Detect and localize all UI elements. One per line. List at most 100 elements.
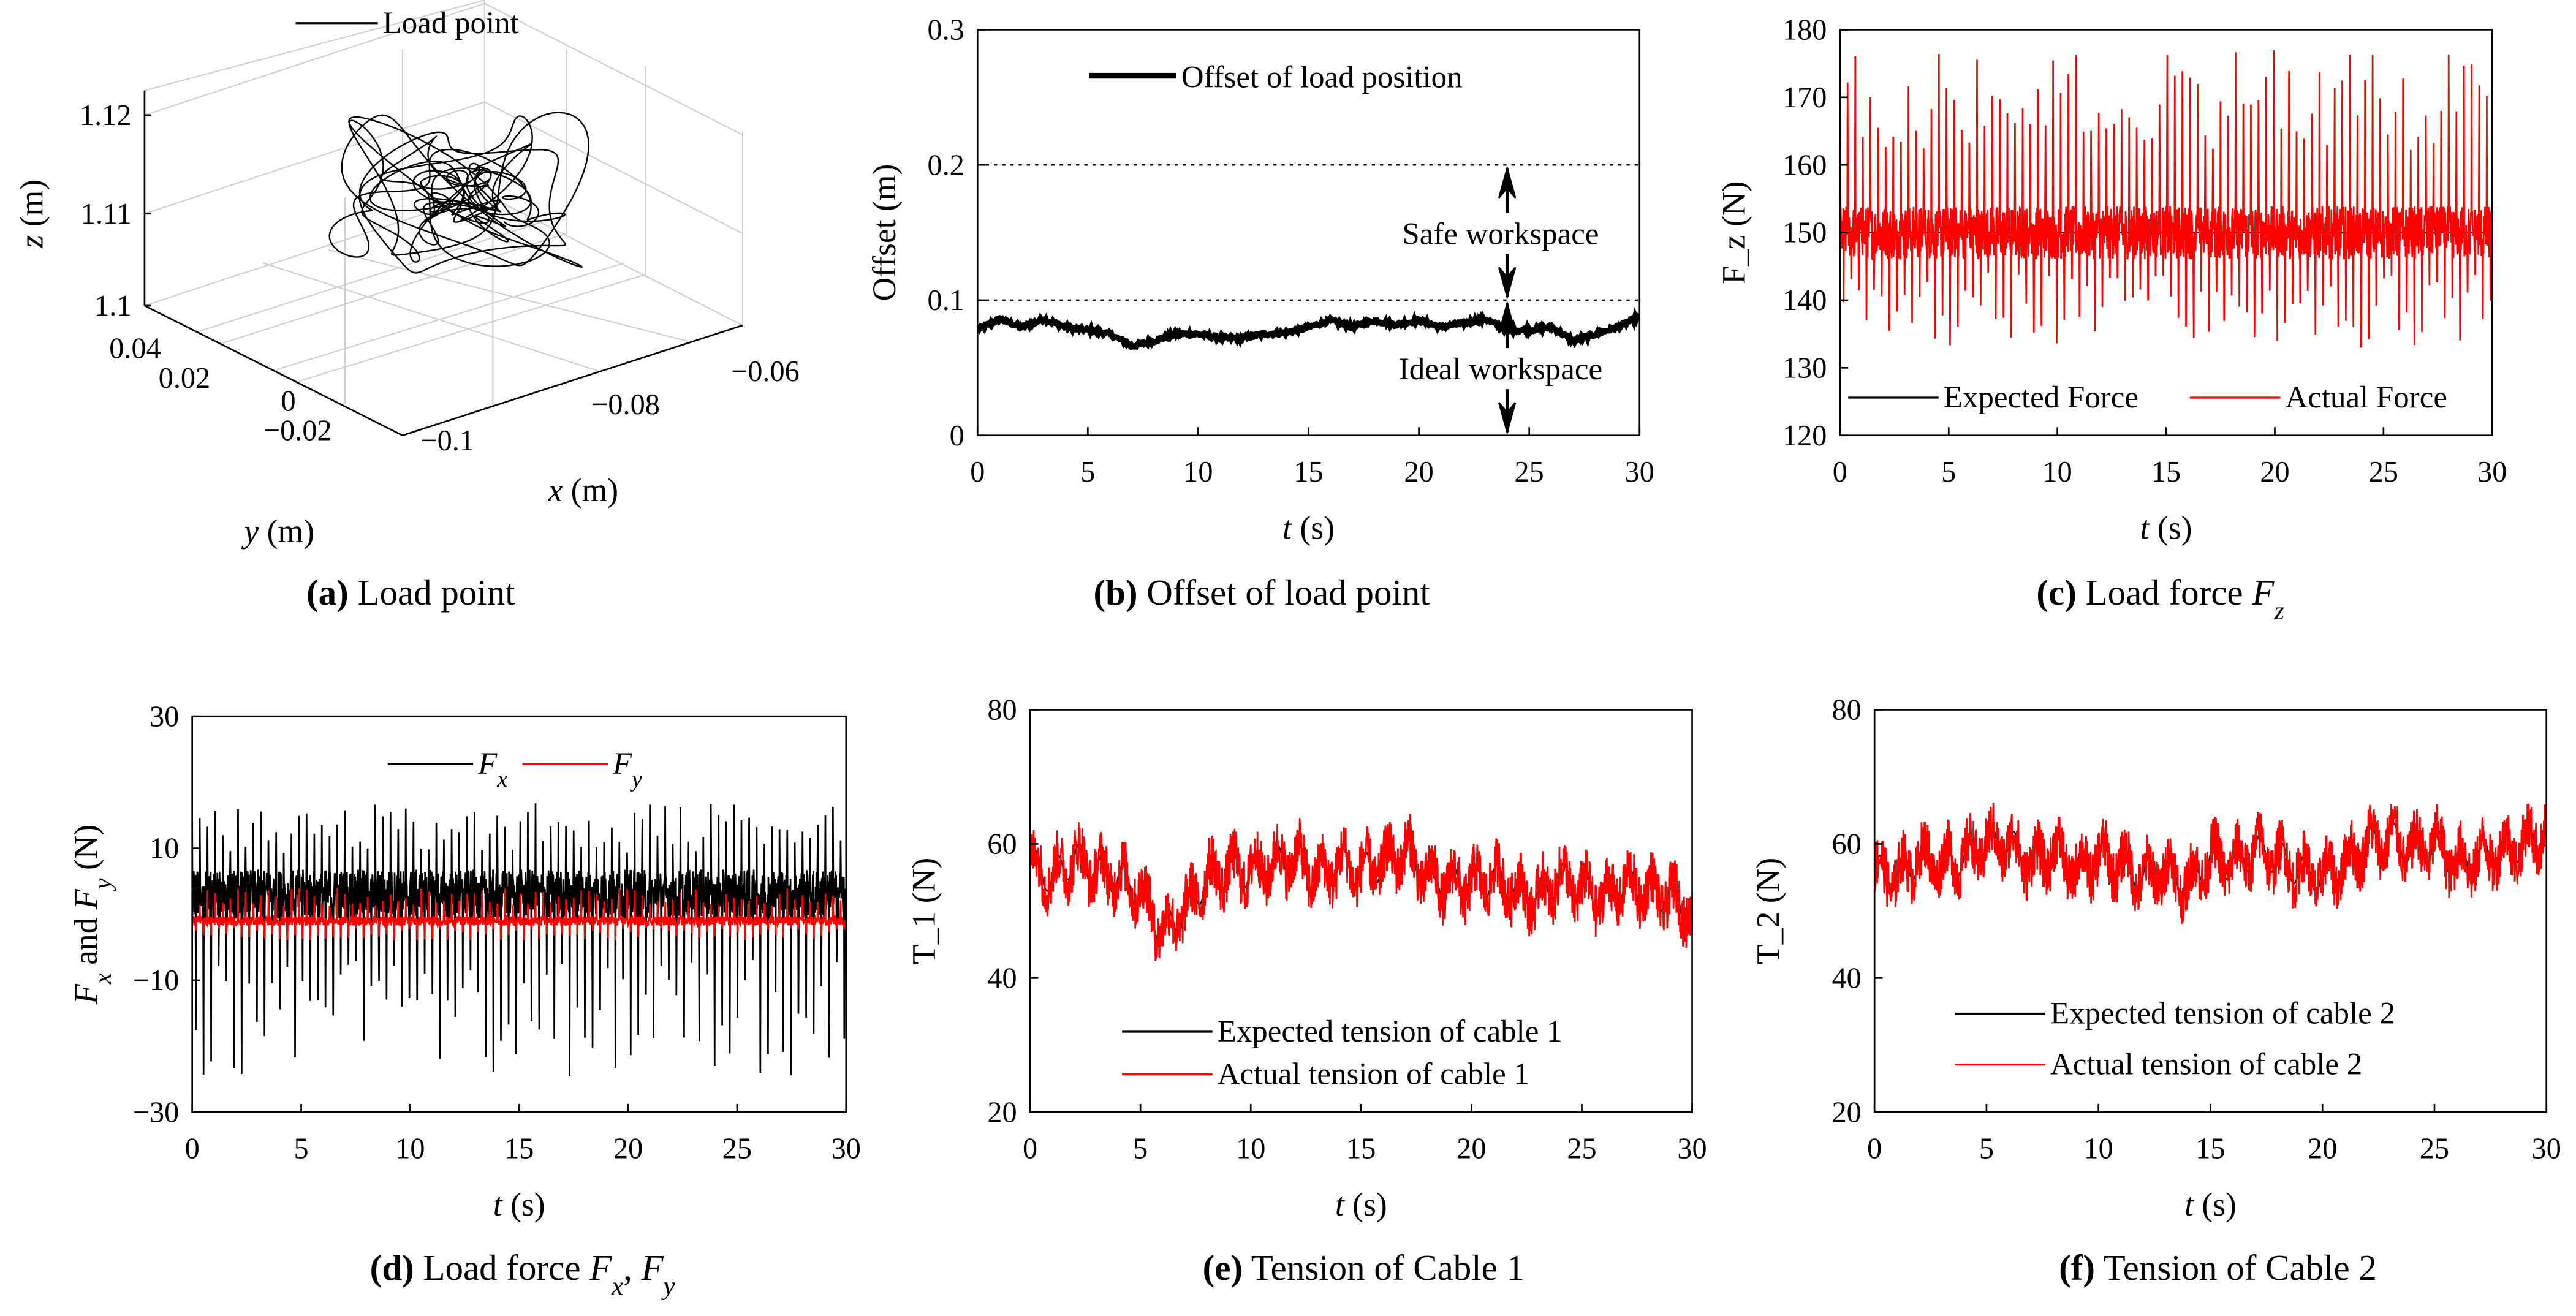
text-segment: (s) xyxy=(2194,1186,2237,1223)
x-tick-label: 10 xyxy=(2043,456,2072,488)
caption-letter: (c) xyxy=(2036,572,2076,613)
y-tick-label: 10 xyxy=(150,833,179,865)
subscript: x xyxy=(89,973,116,985)
caption-b: (b) Offset of load point xyxy=(1093,572,1430,613)
series-line-e-1 xyxy=(1030,813,1692,961)
grid-line xyxy=(144,0,485,91)
chart-c: 0 5 10 15 20 25 30 120 130 140 150 160 170 180 t (s) F_… xyxy=(1715,14,2507,546)
z-tick-label: 1.1 xyxy=(94,290,131,322)
grid-line xyxy=(221,232,567,344)
caption-text: Tension of Cable 1 xyxy=(1243,1247,1525,1288)
y-axis-label: T_1 (N) xyxy=(906,858,942,964)
x-tick-label: 25 xyxy=(1567,1132,1596,1165)
z-tick-label: 1.11 xyxy=(81,198,132,230)
x-tick-label: 15 xyxy=(504,1132,534,1165)
y-tick-label: −0.02 xyxy=(263,415,332,447)
series-line-c-1 xyxy=(1839,50,2493,348)
x-tick-label: 10 xyxy=(2084,1132,2113,1165)
y-tick-label: 80 xyxy=(987,694,1017,727)
subscript: x xyxy=(496,766,507,792)
plot-area xyxy=(977,307,1640,350)
y-axis xyxy=(144,304,403,436)
series-line-f-1 xyxy=(1874,803,2547,924)
text-segment: (s) xyxy=(2150,510,2192,546)
caption-var: F xyxy=(2251,572,2275,613)
y-tick-label: 60 xyxy=(987,828,1017,861)
axes-box xyxy=(1029,709,1693,1113)
series-line-a-0 xyxy=(328,112,589,274)
text-segment: Expected tension of cable 1 xyxy=(1218,1015,1563,1049)
caption-text: Tension of Cable 2 xyxy=(2095,1247,2377,1288)
x-tick-label: 0 xyxy=(970,456,985,488)
grid-line xyxy=(262,262,600,372)
legend-label: Fx xyxy=(477,747,507,792)
x-axis-label: t (s) xyxy=(493,1186,545,1223)
grid-line xyxy=(144,101,485,214)
y-tick-label: 30 xyxy=(150,700,179,733)
x-tick-label: 25 xyxy=(722,1132,752,1165)
y-tick-label: 130 xyxy=(1782,352,1827,384)
annotation-bg xyxy=(1392,348,1623,390)
legend-label: Expected tension of cable 1 xyxy=(1218,1015,1563,1049)
caption-var: F xyxy=(589,1247,612,1288)
y-tick-label: 140 xyxy=(1782,284,1827,317)
y-tick-label: −30 xyxy=(133,1096,179,1129)
text-segment: F xyxy=(67,888,104,910)
x-tick-label: 5 xyxy=(1133,1132,1148,1165)
caption-letter: (d) xyxy=(370,1247,414,1288)
text-segment: t xyxy=(1335,1186,1345,1223)
caption-text: Offset of load point xyxy=(1138,572,1431,613)
legend-label: Actual tension of cable 2 xyxy=(2050,1048,2362,1082)
x-tick-label: 0 xyxy=(1023,1132,1037,1165)
y-tick-label: 120 xyxy=(1782,420,1827,452)
x-tick-label: −0.1 xyxy=(420,425,474,457)
grid-line xyxy=(144,2,485,116)
x-tick-label: −0.08 xyxy=(591,388,660,421)
chart-b: 0 5 10 15 20 25 30 0 0.1 0.2 0.3 t (s) Offset (m) Saf… xyxy=(866,14,1654,546)
grid-line xyxy=(298,273,646,382)
text-segment: F xyxy=(612,747,632,781)
caption-sub: x xyxy=(611,1271,623,1300)
x-tick-label: 30 xyxy=(1677,1132,1707,1165)
caption-sub: z xyxy=(2273,596,2284,625)
caption-d: (d) Load force Fx, Fy xyxy=(370,1247,675,1301)
x-tick-label: 5 xyxy=(1941,456,1956,488)
y-tick-label: 0.3 xyxy=(928,14,964,47)
x-axis xyxy=(402,324,743,436)
x-tick-label: 5 xyxy=(1979,1132,1994,1165)
x-tick-label: 0 xyxy=(185,1132,200,1165)
chart-e: 0 5 10 15 20 25 30 20 40 60 80 t (s) T_1 (N) Expected… xyxy=(906,694,1707,1223)
x-tick-label: 20 xyxy=(613,1132,643,1165)
caption-text: Load force xyxy=(414,1247,589,1288)
y-tick-label: −10 xyxy=(133,964,179,997)
x-tick-label: −0.06 xyxy=(731,355,800,388)
text-segment: x xyxy=(547,472,563,509)
subscript: y xyxy=(89,878,116,891)
y-tick-label: 20 xyxy=(1832,1096,1861,1129)
z-axis-label: z (m) xyxy=(13,180,50,249)
annotation-text: Ideal workspace xyxy=(1399,352,1602,387)
series-line-b-0 xyxy=(977,307,1640,350)
text-segment: t xyxy=(1282,510,1292,546)
plot-area xyxy=(1874,803,2547,924)
text-segment: z xyxy=(13,235,50,249)
x-tick-label: 25 xyxy=(2420,1132,2449,1165)
chart-a: 1.12 1.11 1.1 0.040.02 0−0.02 −0.1 −0.08 −0.06 x… xyxy=(13,0,800,550)
plot-area xyxy=(1030,813,1692,961)
x-tick-label: 25 xyxy=(2369,456,2398,488)
legend-label: Actual tension of cable 1 xyxy=(1218,1057,1529,1092)
x-tick-label: 0 xyxy=(1833,456,1847,488)
caption-letter: (a) xyxy=(306,572,349,613)
y-tick-label: 0 xyxy=(950,420,964,452)
x-tick-label: 10 xyxy=(1236,1132,1265,1165)
chart-d: 0 5 10 15 20 25 30 −30 −10 10 30 t (s) Fx and Fy (N)… xyxy=(67,700,861,1223)
x-tick-label: 15 xyxy=(2151,456,2181,488)
grid-line xyxy=(197,221,543,333)
text-segment: (s) xyxy=(1292,510,1335,546)
text-segment: (m) xyxy=(259,513,314,550)
text-segment: Offset (m) xyxy=(866,164,903,301)
text-segment: t xyxy=(2140,510,2150,546)
y-tick-label: 180 xyxy=(1782,14,1827,47)
y-axis-label: y (m) xyxy=(241,513,314,550)
